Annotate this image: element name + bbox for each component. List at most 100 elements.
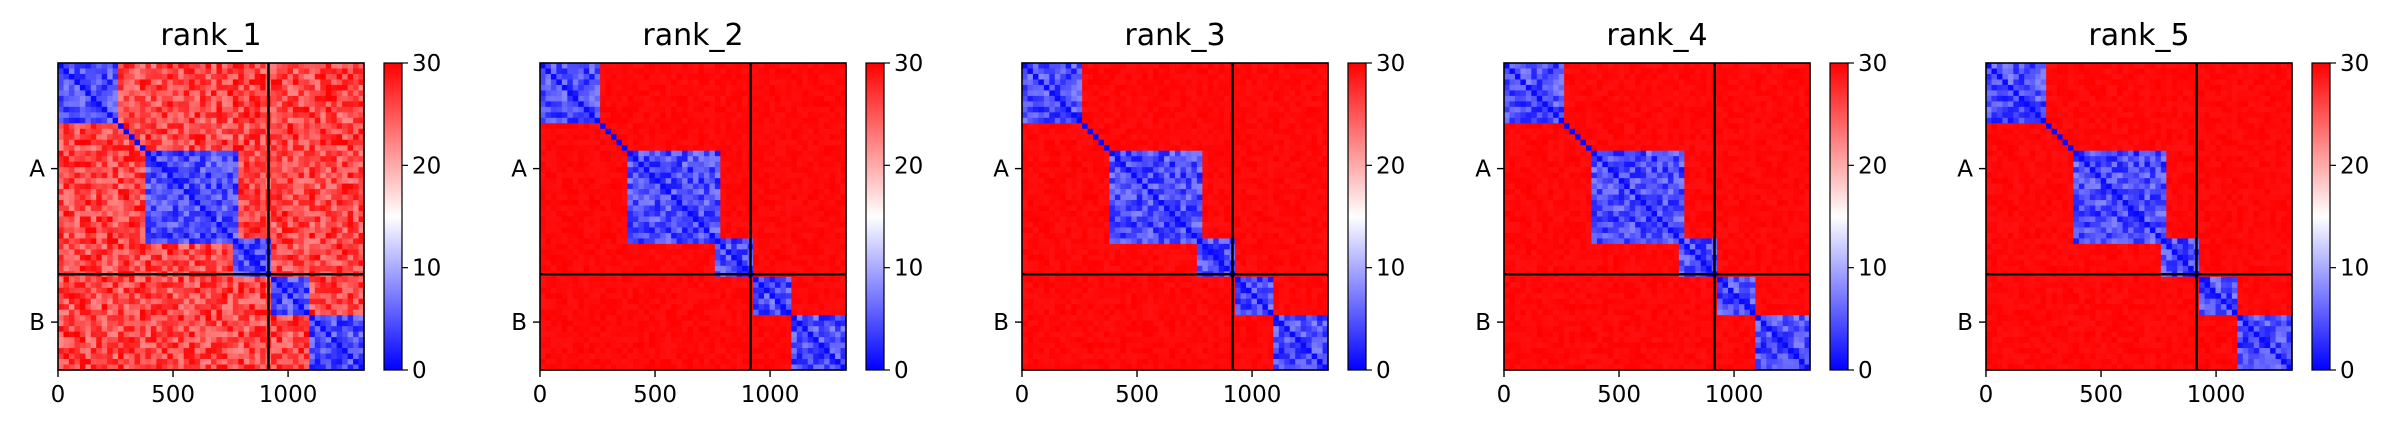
heatmap-cell — [249, 326, 256, 333]
heatmap-cell — [282, 304, 289, 311]
heatmap-cell — [58, 243, 65, 250]
heatmap-cell — [112, 353, 119, 360]
heatmap-cell — [785, 232, 792, 240]
heatmap-cell — [687, 117, 694, 124]
heatmap-cell — [796, 73, 803, 81]
heatmap-cell — [238, 79, 245, 86]
heatmap-cell — [68, 95, 75, 102]
heatmap-cell — [303, 73, 310, 81]
heatmap-cell — [764, 238, 771, 245]
heatmap-cell — [161, 90, 168, 97]
heatmap-cell — [276, 221, 283, 229]
heatmap-cell — [101, 254, 108, 261]
heatmap-cell — [649, 106, 656, 113]
heatmap-cell — [118, 227, 125, 234]
heatmap-cell — [314, 183, 321, 190]
heatmap-cell — [774, 117, 782, 124]
heatmap-cell — [79, 238, 86, 245]
heatmap-cell — [298, 342, 305, 349]
heatmap-cell — [68, 73, 75, 81]
heatmap-cell — [649, 134, 656, 141]
heatmap-cell — [90, 232, 97, 240]
heatmap-cell — [189, 73, 196, 81]
heatmap-cell — [68, 167, 75, 174]
heatmap-cell — [167, 156, 174, 163]
heatmap-cell — [358, 73, 365, 81]
heatmap-cell — [698, 232, 705, 240]
heatmap-cell — [243, 232, 250, 240]
heatmap-cell — [216, 145, 223, 152]
heatmap-cell — [287, 90, 294, 97]
heatmap-cell — [600, 68, 607, 75]
heatmap-cell — [621, 221, 629, 229]
heatmap-cell — [835, 117, 842, 124]
heatmap-cell — [150, 359, 157, 366]
heatmap-cell — [703, 112, 710, 119]
heatmap-cell — [216, 161, 223, 168]
heatmap-cell — [232, 304, 239, 311]
heatmap-cell — [840, 200, 847, 207]
heatmap-cell — [260, 84, 267, 92]
heatmap-cell — [276, 134, 283, 141]
heatmap-cell — [572, 189, 579, 196]
heatmap-cell — [780, 194, 787, 201]
heatmap-cell — [107, 364, 114, 371]
heatmap-cell — [331, 84, 338, 92]
heatmap-cell — [145, 106, 152, 113]
heatmap-cell — [298, 128, 305, 135]
heatmap-cell — [774, 139, 782, 146]
heatmap-cell — [665, 134, 672, 141]
heatmap-cell — [243, 128, 250, 135]
heatmap-cell — [292, 189, 300, 196]
heatmap-cell — [96, 150, 103, 157]
heatmap-cell — [336, 139, 343, 146]
heatmap-cell — [68, 112, 75, 119]
heatmap-cell — [243, 112, 250, 119]
heatmap-cell — [665, 117, 672, 124]
heatmap-cell — [654, 117, 661, 124]
heatmap-cell — [139, 156, 147, 163]
heatmap-cell — [331, 331, 338, 338]
heatmap-cell — [796, 117, 803, 124]
heatmap-cell — [101, 304, 108, 311]
heatmap-cell — [287, 101, 294, 108]
heatmap-cell — [758, 211, 765, 218]
heatmap-cell — [791, 172, 798, 179]
heatmap-cell — [309, 145, 316, 152]
heatmap-cell — [282, 68, 289, 75]
heatmap-cell — [589, 101, 596, 108]
heatmap-cell — [101, 348, 108, 355]
heatmap-cell — [68, 200, 75, 207]
heatmap-cell — [725, 189, 732, 196]
heatmap-cell — [298, 293, 305, 300]
heatmap-cell — [189, 265, 196, 272]
heatmap-cell — [342, 276, 349, 283]
heatmap-cell — [205, 194, 212, 201]
heatmap-cell — [145, 194, 152, 201]
heatmap-cell — [145, 63, 152, 70]
heatmap-cell — [282, 298, 289, 305]
heatmap-cell — [824, 183, 831, 190]
heatmap-cell — [764, 63, 771, 70]
heatmap-cell — [638, 194, 645, 201]
heatmap-cell — [742, 68, 749, 75]
heatmap-cell — [600, 232, 607, 240]
heatmap-cell — [68, 211, 75, 218]
heatmap-cell — [238, 249, 245, 256]
heatmap-cell — [292, 123, 300, 130]
heatmap-cell — [161, 254, 168, 261]
heatmap-cell — [243, 216, 250, 223]
heatmap-cell — [649, 150, 656, 157]
heatmap-cell — [753, 112, 760, 119]
heatmap-cell — [260, 238, 267, 245]
heatmap-cell — [107, 243, 114, 250]
heatmap-cell — [74, 139, 81, 146]
heatmap-cell — [567, 90, 574, 97]
heatmap-cell — [205, 238, 212, 245]
heatmap-cell — [134, 84, 141, 92]
heatmap-cell — [178, 73, 185, 81]
heatmap-cell — [687, 205, 694, 212]
heatmap-cell — [232, 205, 239, 212]
heatmap-cell — [145, 260, 152, 267]
heatmap-cell — [260, 200, 267, 207]
